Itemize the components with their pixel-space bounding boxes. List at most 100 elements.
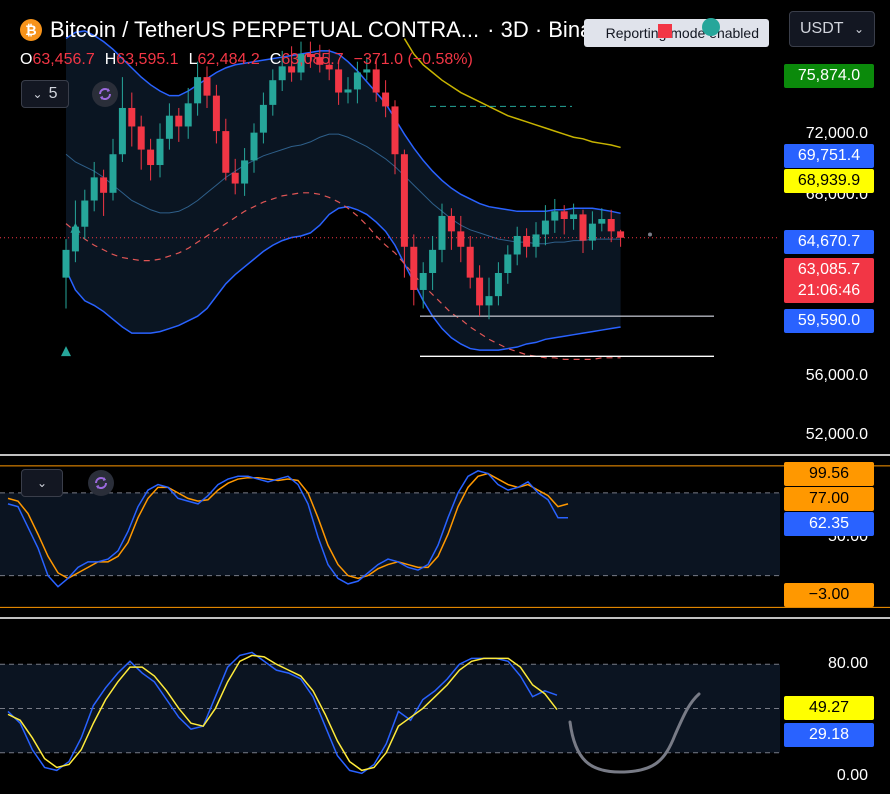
candle <box>175 107 183 142</box>
candle <box>344 77 352 104</box>
candle <box>156 123 164 178</box>
candle-body <box>81 200 89 227</box>
candle-body <box>617 231 625 238</box>
bitcoin-icon: ₿ <box>20 19 42 41</box>
refresh-icon[interactable] <box>88 470 114 496</box>
status-dot-icon <box>702 18 720 36</box>
candle-body <box>297 53 305 73</box>
candle <box>241 148 249 196</box>
ohlc-value-l: 62,484.2 <box>197 51 260 68</box>
candle <box>81 189 89 240</box>
candle-body <box>560 211 568 220</box>
rsi-blue-line <box>7 651 558 775</box>
candle <box>410 234 418 306</box>
candle <box>137 115 145 170</box>
candle-body <box>335 69 343 93</box>
candle-body <box>344 89 352 93</box>
candle <box>400 149 408 278</box>
candle <box>325 49 333 81</box>
symbol-title[interactable]: Bitcoin / TetherUS PERPETUAL CONTRA... <box>50 17 480 42</box>
indicator-count: 5 <box>48 85 58 102</box>
stoch-rsi-pane[interactable] <box>0 465 890 619</box>
rsi-pane[interactable] <box>0 0 780 775</box>
candle <box>494 262 502 306</box>
candle <box>429 235 437 290</box>
toast-notice: Reporting mode enabled <box>584 18 769 47</box>
candle-body <box>325 64 333 70</box>
candle <box>447 208 455 250</box>
candle <box>598 208 606 232</box>
candle-body <box>118 107 126 155</box>
buy-signal-icon <box>70 222 81 233</box>
candle-body <box>429 249 437 273</box>
dashed-envelope-line <box>65 192 621 360</box>
flag-icon <box>658 24 672 38</box>
candle-body <box>372 69 380 93</box>
candle-body <box>62 249 70 278</box>
currency-select[interactable]: USDT ⌄ <box>789 11 875 47</box>
chevron-down-icon: ⌄ <box>36 476 48 490</box>
candle <box>269 69 277 116</box>
price-pane[interactable] <box>0 0 890 456</box>
ohlc-value-h: 63,595.1 <box>116 51 179 68</box>
axis-price-tag: 49.27 <box>784 696 874 720</box>
axis-price-tag: 77.00 <box>784 487 874 511</box>
candle-body <box>109 154 117 193</box>
bollinger-band-fill <box>66 30 621 351</box>
buy-signal-icon <box>61 346 71 357</box>
axis-tick-label: 72,000.0 <box>805 125 868 142</box>
candle <box>457 215 465 263</box>
candle-body <box>71 226 79 252</box>
candle <box>523 228 531 258</box>
candle-body <box>382 92 390 107</box>
symbol-header: ₿ Bitcoin / TetherUS PERPETUAL CONTRA...… <box>20 14 623 46</box>
candle <box>532 222 540 258</box>
stoch-collapse-button[interactable]: ⌄ <box>21 469 63 497</box>
rsi-yellow-line <box>7 654 558 772</box>
candle-body <box>203 77 211 96</box>
candle <box>259 92 267 144</box>
candle <box>476 265 484 317</box>
candle <box>607 209 615 243</box>
ohlc-key-h: H <box>104 51 117 68</box>
candle <box>438 203 446 263</box>
axis-price-tag: 29.18 <box>784 723 874 747</box>
candle-body <box>156 138 164 166</box>
candle-body <box>523 235 531 247</box>
refresh-icon[interactable] <box>92 81 118 107</box>
candle-body <box>457 231 465 247</box>
candle <box>588 211 596 250</box>
candle-body <box>598 219 606 224</box>
candle-body <box>419 273 427 290</box>
candle <box>165 103 173 150</box>
stoch-mid-band <box>0 492 780 576</box>
candle <box>485 277 493 320</box>
candle-body <box>400 154 408 247</box>
candle-body <box>222 131 230 173</box>
candle-body <box>147 149 155 166</box>
candle-body <box>212 95 220 132</box>
candle-body <box>259 104 267 133</box>
candle-body <box>541 220 549 235</box>
ohlc-legend: O63,456.7 H63,595.1 L62,484.2 C63,085.7 −371… <box>20 51 473 69</box>
candle <box>118 77 126 162</box>
candle <box>62 239 70 309</box>
candle <box>353 61 361 104</box>
candle-body <box>476 277 484 306</box>
candle-body <box>231 172 239 184</box>
stoch-k-line <box>7 469 568 588</box>
candle-body <box>353 72 361 90</box>
stoch-d-line <box>7 472 569 580</box>
candle-body <box>579 214 587 241</box>
candle-body <box>241 160 249 184</box>
candle-body <box>363 69 371 73</box>
candle <box>128 92 136 147</box>
bollinger-lower <box>65 205 621 351</box>
indicator-toggle-button[interactable]: ⌄ 5 <box>21 80 69 108</box>
candle-body <box>391 106 399 155</box>
candle-body <box>532 234 540 247</box>
candle-body <box>137 126 145 150</box>
candle <box>335 60 343 105</box>
candle <box>513 226 521 266</box>
